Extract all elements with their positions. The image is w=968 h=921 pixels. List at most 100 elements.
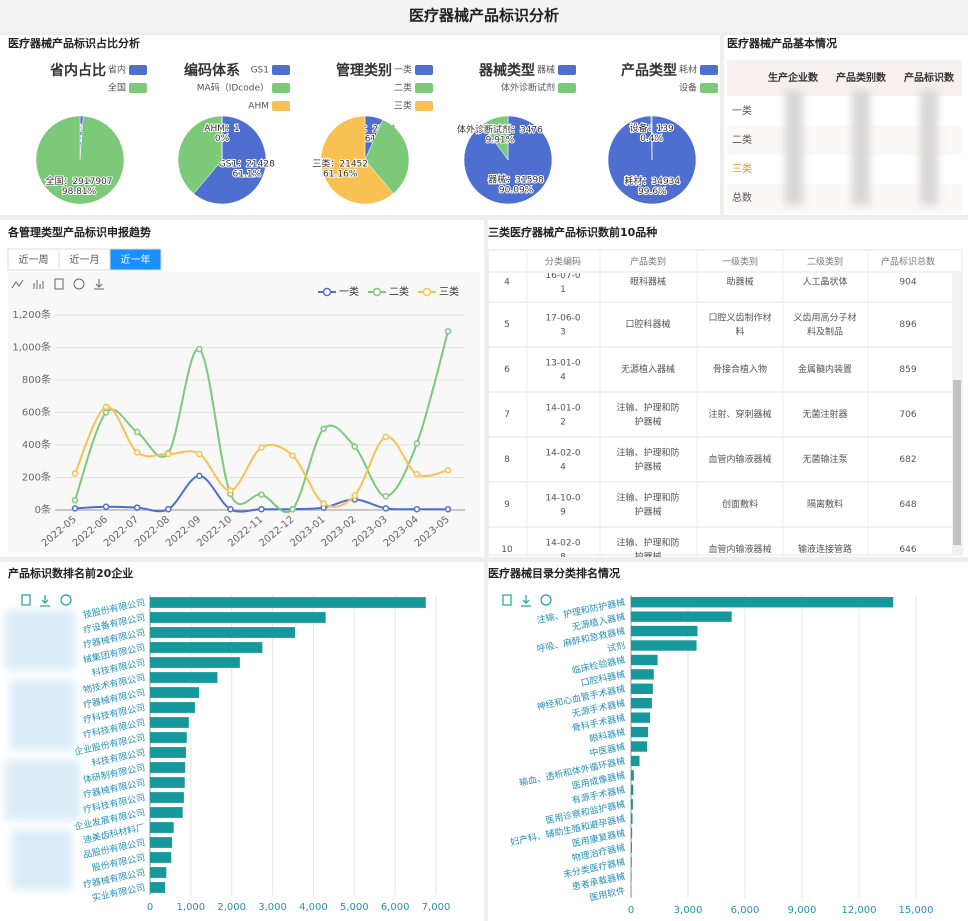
table-cell: 人工晶状体 [802,276,847,288]
pie-slice [650,115,653,161]
point [71,497,79,504]
x-tick-label: 0 [628,905,634,916]
text-line: 4 [560,372,566,382]
bar [631,827,633,839]
icon-data[interactable] [502,594,512,606]
point [444,466,452,474]
legend-swatch [272,83,290,93]
x-tick-label: 6,000 [381,902,410,913]
slice-label: 体外诊断试剂：3476 [457,123,543,135]
bar [150,597,426,608]
scrollbar-thumb[interactable] [953,380,961,545]
mosaic-block [5,760,80,820]
icon-download[interactable] [94,279,104,290]
table-cell: 注射、穿刺器械 [708,408,771,420]
tab-label[interactable]: 近一月 [70,253,100,266]
mosaic-block [5,610,75,670]
bar [150,867,167,878]
icon-download[interactable] [521,595,531,607]
pie-title: 省内占比 [49,62,106,79]
pie-slice [177,115,223,195]
icon-refresh[interactable] [540,594,552,606]
legend-label: GS1 [251,66,269,76]
bar [631,625,698,637]
toolbar[interactable] [11,278,104,290]
table-cell: 10 [501,545,513,555]
bar [150,687,200,698]
y-tick-label: 1,200条 [12,308,51,321]
icon-refresh[interactable] [73,278,85,290]
table-cell: 682 [899,455,916,465]
pie-title: 管理类别 [336,62,392,79]
text-line: 护器械 [634,460,661,472]
icon-download[interactable] [40,595,50,607]
x-tick-label: 7,000 [422,902,451,913]
table-cell: 17-06-0 3 [545,313,580,337]
legend-label: 器械 [537,64,555,76]
slice-label: 三类：21452 [312,158,368,170]
table-cell: 14-01-0 2 [545,403,580,427]
text-line: 注输、护理和防 [616,446,679,458]
slice-percent: 9.91% [486,135,515,145]
table-cell: 血管内输液器械 [708,453,771,465]
bar [631,698,652,709]
legend-swatch [558,83,576,93]
row-label: 三类 [732,162,752,175]
bar [631,799,633,810]
text-line: 1 [560,285,566,295]
bar [150,732,187,743]
panel-title: 医疗器械产品基本情况 [727,36,837,50]
legend-swatch [129,83,147,93]
toolbar[interactable] [21,594,552,607]
x-tick-label: 3,000 [258,902,287,913]
legend-label: 三类 [439,285,459,298]
tab-label[interactable]: 近一周 [19,253,49,266]
table-cell: 5 [504,320,510,330]
tab[interactable] [109,248,162,271]
bar [631,712,650,723]
table-cell: 无菌输注泵 [802,453,847,465]
table-header: 产品类别数 [836,71,887,84]
point [102,403,110,411]
point [320,500,327,507]
bar [150,627,296,638]
table-body: 4 16-07-0 1 眼科器械 助器械 人工晶状体 904 5 17-06-0 3 口腔科器械 口腔… [488,273,952,557]
panel-title: 各管理类型产品标识申报趋势 [7,225,151,239]
icon-data[interactable] [21,594,31,606]
bar [631,726,649,738]
x-tick-label: 2,000 [217,902,246,913]
table-cell: 注输、护理和防护器械 [616,401,679,427]
bar [631,813,633,824]
legend-label: MA码（IDcode） [197,83,269,94]
tab-label[interactable]: 近一年 [121,253,151,266]
icon-bar[interactable] [33,280,44,289]
text-line: 注输、护理和防 [616,536,679,548]
legend-label: 一类 [394,64,412,76]
point [413,505,421,513]
y-tick-label: 600条 [22,406,51,419]
text-line: 护器械 [634,415,661,427]
point [351,443,358,450]
table-header: 二级类别 [807,256,843,268]
pie-slice [481,115,509,161]
icon-data[interactable] [54,278,64,290]
table-header: 分类编码 [545,256,581,268]
legend-swatch [129,65,147,75]
point [165,505,172,513]
icon-line[interactable] [11,279,24,289]
y-tick-label: 1,000条 [12,341,51,354]
bar [150,837,173,848]
point [165,450,172,458]
table-cell: 646 [899,545,916,555]
table-cell: 9 [504,500,510,510]
legend-label: 全国 [108,82,126,94]
text-line: 料及制品 [807,325,843,337]
pie-slice [364,119,410,194]
pie-title: 产品类型 [621,62,677,79]
point [133,449,141,456]
blurred-cell [852,90,870,205]
bar [631,611,732,622]
table-cell: 血管内输液器械 [708,543,771,555]
icon-refresh[interactable] [60,594,72,606]
blurred-cell [920,90,938,205]
